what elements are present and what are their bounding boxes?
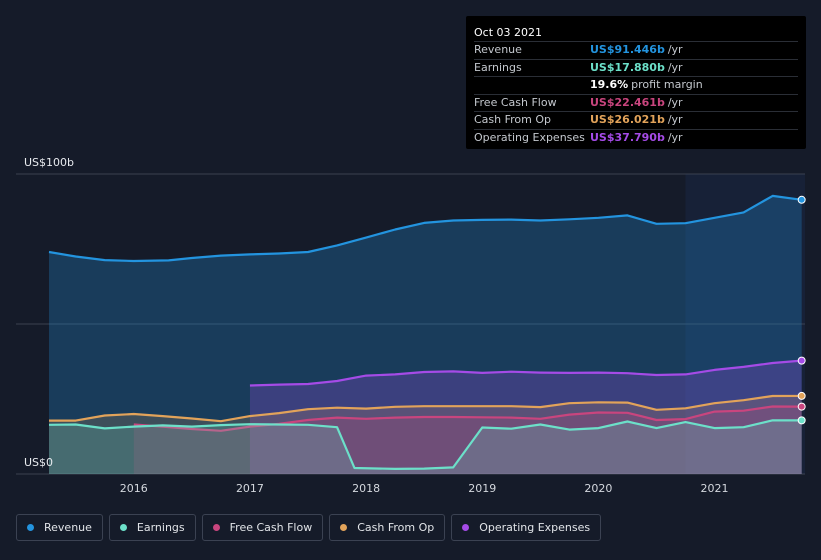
- series-layer: [48, 194, 806, 474]
- tooltip-row: Revenue US$91.446b/yr: [474, 42, 798, 60]
- tooltip-row-label: Free Cash Flow: [474, 95, 557, 109]
- legend-dot-icon: [27, 524, 34, 531]
- tooltip-row-value: 19.6%: [590, 78, 629, 91]
- tooltip-row-value: US$26.021b: [590, 113, 665, 126]
- tooltip-row: Earnings US$17.880b/yr: [474, 60, 798, 77]
- revenue-area: [49, 195, 802, 474]
- tooltip-row-unit: /yr: [667, 60, 683, 74]
- legend-label: Operating Expenses: [479, 521, 591, 534]
- x-tick-label: 2017: [236, 482, 264, 495]
- legend-item-earnings[interactable]: Earnings: [108, 514, 196, 541]
- cash-from-op-end-point[interactable]: [797, 391, 806, 400]
- earnings-area: [49, 420, 802, 474]
- tooltip-row: Cash From Op US$26.021b/yr: [474, 112, 798, 130]
- operating-expenses-line: [249, 359, 802, 387]
- legend: Revenue Earnings Free Cash Flow Cash From O…: [16, 514, 602, 541]
- tooltip-row-value: US$91.446b: [590, 43, 665, 56]
- tooltip-row-label: Cash From Op: [474, 113, 552, 126]
- tooltip: Oct 03 2021 Revenue US$91.446b/yr Earnings…: [466, 16, 806, 149]
- legend-label: Revenue: [44, 521, 92, 534]
- tooltip-row-value: US$22.461b: [590, 95, 665, 109]
- free-cash-flow-line: [133, 405, 802, 432]
- operating-expenses-end-point[interactable]: [797, 356, 806, 365]
- legend-item-revenue[interactable]: Revenue: [16, 514, 103, 541]
- tooltip-row-unit: /yr: [667, 43, 683, 56]
- x-tick-label: 2021: [701, 482, 729, 495]
- tooltip-row: Operating Expenses US$37.790b/yr: [474, 130, 798, 147]
- tooltip-rows: Revenue US$91.446b/yr Earnings US$17.880b/y…: [474, 42, 798, 146]
- legend-dot-icon: [119, 524, 127, 531]
- tooltip-row: 19.6% profit margin: [474, 77, 798, 95]
- tooltip-row: Free Cash Flow US$22.461b/yr: [474, 95, 798, 112]
- revenue-end-point[interactable]: [797, 195, 806, 204]
- legend-dot-icon: [340, 524, 348, 531]
- legend-dot-icon: [462, 524, 470, 531]
- y-axis-bottom-label: US$0: [24, 456, 53, 469]
- tooltip-row-unit: /yr: [667, 113, 683, 126]
- tooltip-row-label: Revenue: [474, 43, 522, 56]
- revenue-line: [48, 194, 802, 263]
- earnings-end-point[interactable]: [797, 416, 806, 425]
- tooltip-row-label: Earnings: [474, 60, 522, 74]
- earnings-line: [48, 419, 802, 470]
- legend-label: Cash From Op: [357, 521, 435, 534]
- tooltip-date: Oct 03 2021: [474, 24, 798, 42]
- free-cash-flow-end-point[interactable]: [797, 402, 806, 411]
- x-axis: 2016 2017 2018 2019 2020 2021: [120, 482, 729, 495]
- legend-item-free-cash-flow[interactable]: Free Cash Flow: [201, 514, 324, 541]
- tooltip-row-value: US$17.880b: [590, 60, 665, 74]
- legend-label: Earnings: [136, 521, 185, 534]
- legend-label: Free Cash Flow: [229, 521, 313, 534]
- tooltip-row-unit: /yr: [667, 130, 683, 144]
- y-axis-top-label: US$100b: [24, 156, 74, 169]
- x-tick-label: 2020: [584, 482, 612, 495]
- x-tick-label: 2018: [352, 482, 380, 495]
- legend-item-cash-from-op[interactable]: Cash From Op: [329, 514, 446, 541]
- tooltip-row-label: Operating Expenses: [474, 130, 585, 144]
- tooltip-row-label: [474, 77, 590, 94]
- x-tick-label: 2019: [468, 482, 496, 495]
- tooltip-row-unit: profit margin: [631, 78, 703, 91]
- cash-from-op-line: [49, 394, 802, 423]
- tooltip-row-unit: /yr: [667, 95, 683, 109]
- tooltip-row-value: US$37.790b: [590, 130, 665, 144]
- cash-from-op-area: [49, 395, 802, 474]
- legend-item-operating-expenses[interactable]: Operating Expenses: [451, 514, 602, 541]
- x-tick-label: 2016: [120, 482, 148, 495]
- legend-dot-icon: [212, 524, 220, 531]
